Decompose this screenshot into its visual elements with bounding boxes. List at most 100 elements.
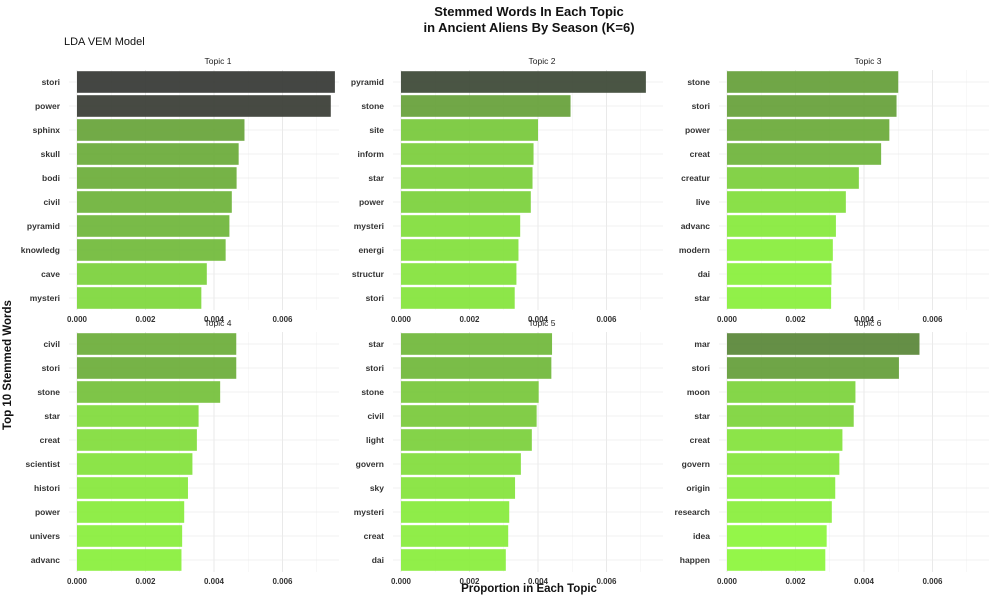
bar	[727, 381, 856, 403]
category-tick-label: inform	[358, 149, 385, 159]
bar	[727, 357, 899, 379]
facet-panel: Topic 3 stone stori power creat creatur live ad…	[679, 56, 989, 324]
category-tick-label: creat	[690, 149, 710, 159]
category-tick-label: govern	[356, 459, 384, 469]
category-tick-label: happen	[680, 555, 710, 565]
bar	[727, 333, 920, 355]
category-tick-label: knowledg	[21, 245, 60, 255]
bar	[77, 287, 202, 309]
category-tick-label: live	[696, 197, 710, 207]
bar	[77, 381, 221, 403]
bar	[401, 71, 646, 93]
bar	[727, 453, 840, 475]
bar	[727, 95, 897, 117]
x-tick-label: 0.004	[854, 577, 875, 586]
facet-panel: Topic 6 mar stori moon star creat govern origin…	[675, 318, 989, 586]
category-tick-label: modern	[679, 245, 710, 255]
category-tick-label: sky	[370, 483, 384, 493]
chart-title-line-2: in Ancient Aliens By Season (K=6)	[423, 20, 635, 35]
facet-strip-label: Topic 2	[529, 56, 556, 66]
x-tick-label: 0.002	[785, 315, 806, 324]
category-tick-label: moon	[687, 387, 710, 397]
category-tick-label: dai	[372, 555, 384, 565]
x-tick-label: 0.000	[717, 577, 738, 586]
facet-panel: Topic 5 star stori stone civil light govern sky…	[354, 318, 663, 586]
facet-panel: Topic 2 pyramid stone site inform star power my…	[351, 56, 663, 324]
category-tick-label: advanc	[31, 555, 61, 565]
category-tick-label: sphinx	[33, 125, 61, 135]
category-tick-label: creat	[364, 531, 384, 541]
bar	[401, 381, 539, 403]
facet-panel: Topic 1 stori power sphinx skull bodi civil pyr…	[21, 56, 339, 324]
bar	[401, 287, 515, 309]
category-tick-label: creatur	[681, 173, 711, 183]
category-tick-label: stone	[361, 101, 384, 111]
category-tick-label: histori	[34, 483, 60, 493]
bar	[727, 477, 836, 499]
x-tick-label: 0.000	[391, 577, 412, 586]
x-tick-label: 0.006	[922, 577, 943, 586]
category-tick-label: civil	[43, 197, 60, 207]
bar	[77, 525, 183, 547]
x-tick-label: 0.006	[272, 577, 293, 586]
x-tick-label: 0.004	[854, 315, 875, 324]
facet-strip-label: Topic 6	[855, 318, 882, 328]
bar	[77, 119, 245, 141]
category-tick-label: star	[694, 411, 710, 421]
category-tick-label: stone	[361, 387, 384, 397]
category-tick-label: star	[368, 339, 384, 349]
category-tick-label: advanc	[681, 221, 711, 231]
category-tick-label: stori	[366, 293, 384, 303]
bar	[77, 477, 188, 499]
category-tick-label: idea	[693, 531, 710, 541]
x-tick-label: 0.006	[272, 315, 293, 324]
bar	[401, 429, 532, 451]
bar	[77, 95, 331, 117]
category-tick-label: skull	[41, 149, 60, 159]
bar	[727, 71, 899, 93]
category-tick-label: stone	[37, 387, 60, 397]
category-tick-label: stori	[42, 363, 60, 373]
x-tick-label: 0.000	[717, 315, 738, 324]
category-tick-label: energi	[358, 245, 384, 255]
category-tick-label: stori	[692, 101, 710, 111]
category-tick-label: mysteri	[30, 293, 60, 303]
bar	[401, 477, 516, 499]
x-axis-label: Proportion in Each Topic	[461, 583, 597, 595]
category-tick-label: creat	[40, 435, 60, 445]
category-tick-label: govern	[682, 459, 710, 469]
bar	[77, 333, 237, 355]
category-tick-label: power	[35, 101, 61, 111]
bar	[77, 191, 232, 213]
category-tick-label: origin	[686, 483, 710, 493]
bar	[727, 405, 854, 427]
bar	[727, 239, 833, 261]
bar	[77, 501, 185, 523]
bar	[401, 215, 521, 237]
bar	[727, 119, 890, 141]
bar	[727, 143, 882, 165]
category-tick-label: dai	[698, 269, 710, 279]
facet-strip-label: Topic 3	[855, 56, 882, 66]
bar	[401, 453, 521, 475]
bar	[77, 405, 199, 427]
category-tick-label: star	[694, 293, 710, 303]
x-tick-label: 0.006	[596, 315, 617, 324]
x-tick-label: 0.004	[528, 577, 549, 586]
x-tick-label: 0.000	[67, 315, 88, 324]
bar	[727, 429, 843, 451]
category-tick-label: scientist	[26, 459, 61, 469]
bar	[77, 71, 335, 93]
bar	[77, 167, 237, 189]
bar	[401, 95, 571, 117]
category-tick-label: stori	[42, 77, 60, 87]
bar	[401, 405, 537, 427]
bar	[727, 287, 832, 309]
facet-strip-label: Topic 4	[205, 318, 232, 328]
category-tick-label: site	[369, 125, 384, 135]
chart-title-line-1: Stemmed Words In Each Topic	[434, 4, 624, 19]
bar	[401, 143, 534, 165]
bar	[401, 191, 531, 213]
category-tick-label: power	[35, 507, 61, 517]
bar	[401, 239, 519, 261]
